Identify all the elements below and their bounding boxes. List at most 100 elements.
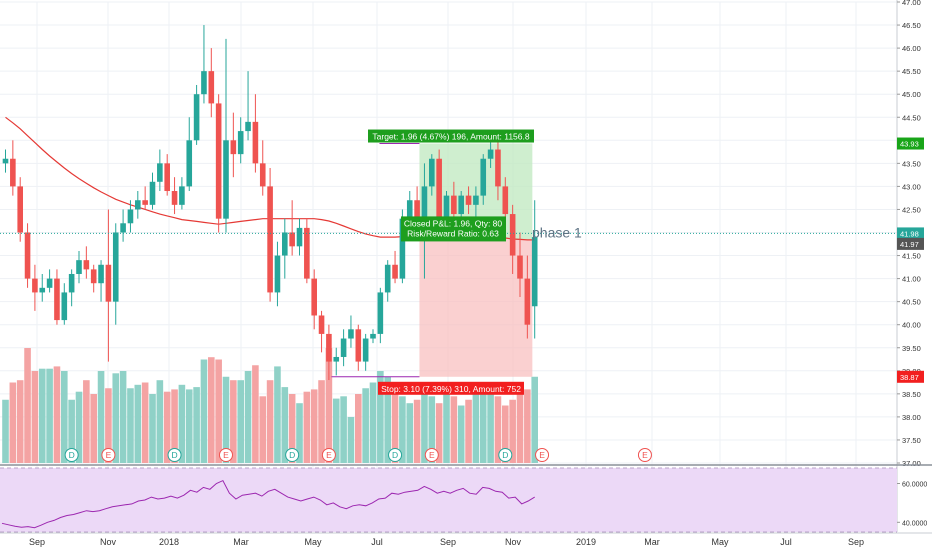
event-marker-label: E (223, 450, 229, 460)
target-price-tag-box (897, 137, 924, 150)
volume-bar (274, 366, 281, 463)
candle-body (10, 158, 16, 187)
volume-bar (222, 376, 230, 463)
volume-bar (524, 389, 531, 463)
event-marker-label: E (539, 450, 545, 460)
volume-bar (75, 391, 83, 463)
rsi-line (1, 479, 535, 529)
volume-bar (244, 371, 252, 463)
volume-bar (479, 394, 487, 463)
closed-pnl-box (401, 216, 506, 242)
candle-body (377, 292, 384, 334)
candle-body (90, 269, 97, 284)
volume-bar (171, 389, 178, 463)
volume-bar (325, 348, 333, 463)
candle-body (127, 209, 134, 224)
candle-body (465, 195, 472, 205)
volume-bar (384, 376, 391, 463)
event-marker-label: E (326, 450, 332, 460)
candle-body (443, 195, 450, 224)
rsi-band (0, 468, 897, 532)
volume-bar (509, 399, 516, 463)
volume-bar (163, 391, 171, 463)
volume-bar (134, 384, 142, 463)
volume-bar (97, 371, 105, 463)
volume-bar (443, 391, 450, 463)
volume-bar (266, 380, 274, 463)
price-tick-label: 45.50 (902, 67, 921, 76)
x-tick-label: Nov (100, 537, 117, 547)
price-tick-label: 37.00 (902, 459, 921, 468)
stop-zone (419, 239, 533, 377)
candle-body (384, 264, 391, 293)
candle-body (2, 158, 9, 164)
close-price-tag: 41.98 (900, 229, 919, 238)
x-tick-label: Jul (371, 537, 383, 547)
candle-body (399, 218, 406, 279)
candle-body (83, 260, 90, 270)
volume-bar (310, 389, 318, 463)
volume-bar (24, 348, 31, 463)
volume-bar (318, 380, 325, 463)
candle-body (517, 255, 523, 279)
price-tick-label: 43.50 (902, 159, 921, 168)
candle-body (267, 186, 273, 293)
volume-bar (391, 382, 399, 463)
volume-bar (369, 382, 377, 463)
volume-bar (200, 359, 208, 463)
price-tick-label: 38.00 (902, 413, 921, 422)
target-label: Target: 1.96 (4.67%) 196, Amount: 1156.8 (372, 132, 529, 142)
price-tick-label: 41.50 (902, 252, 921, 261)
dividend-marker (498, 448, 513, 462)
candle-body (414, 200, 420, 224)
candle-body (39, 287, 46, 293)
candle-body (171, 191, 178, 205)
stop-price-tag-box (897, 370, 924, 383)
volume-bar (83, 380, 90, 463)
candle-body (237, 131, 244, 155)
price-tick-label: 45.00 (902, 90, 921, 99)
earnings-marker (321, 448, 336, 462)
candle-body (259, 163, 266, 187)
earnings-marker (219, 448, 233, 462)
volume-bar (119, 371, 127, 463)
volume-bar (377, 371, 384, 463)
volume-bar (252, 365, 259, 463)
x-tick-label: May (711, 537, 729, 547)
earnings-marker (637, 448, 652, 462)
candle-body (157, 163, 163, 182)
candle-body (502, 186, 509, 215)
x-tick-label: 2019 (576, 537, 596, 547)
x-tick-label: Nov (505, 537, 522, 547)
rsi-tick-label: 60.0000 (902, 482, 927, 489)
volume-bar (421, 388, 428, 463)
volume-bar (46, 368, 53, 463)
x-tick-label: Sep (848, 537, 864, 547)
event-marker-label: D (289, 450, 295, 460)
dividend-marker (64, 448, 79, 462)
volume-bar (127, 388, 134, 463)
volume-bar (435, 403, 443, 463)
price-tick-label: 39.50 (902, 344, 921, 353)
stop-label: Stop: 3.10 (7.39%) 310, Amount: 752 (381, 384, 521, 394)
volume-bar (296, 403, 303, 463)
volume-bar (230, 380, 237, 463)
candle-body (311, 278, 317, 316)
price-tick-label: 46.50 (902, 21, 921, 30)
candle-body (245, 121, 251, 132)
volume-bar (340, 396, 347, 463)
candle-body (487, 149, 494, 159)
candle-body (149, 181, 156, 205)
price-tick-label: 40.00 (902, 321, 921, 330)
volume-bar (237, 380, 244, 463)
candle-body (509, 214, 516, 256)
candle-body (480, 158, 487, 196)
rsi-tick-label: 40.0000 (902, 520, 927, 527)
price-tick-label: 46.00 (902, 44, 921, 53)
event-marker-label: D (392, 450, 398, 460)
volume-bar (457, 405, 465, 463)
dividend-marker (285, 448, 300, 462)
candle-body (495, 149, 501, 187)
price-tick-label: 43.00 (902, 182, 921, 191)
